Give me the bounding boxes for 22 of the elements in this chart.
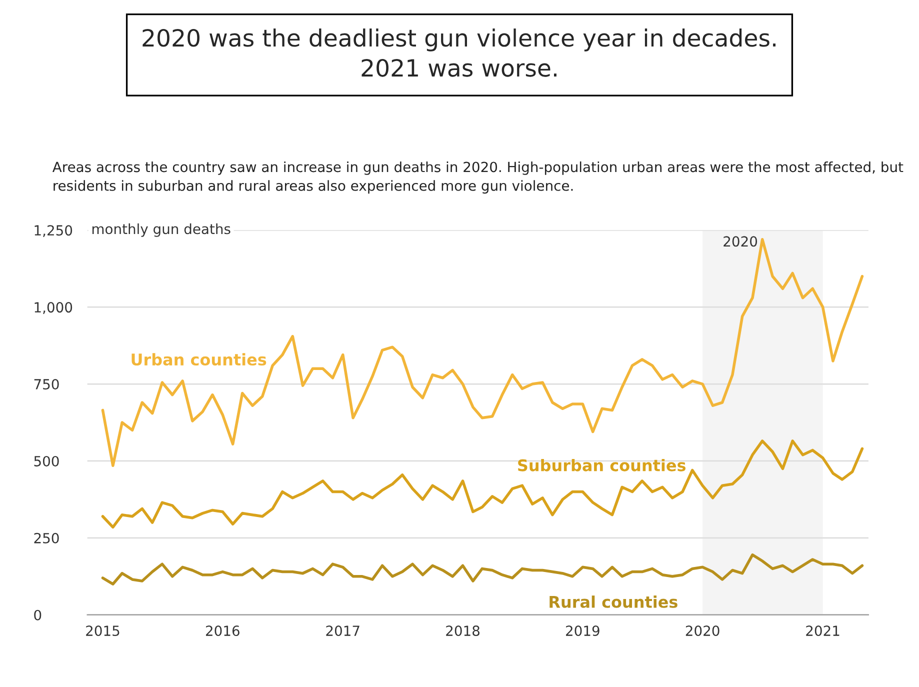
- x-tick-label: 2020: [686, 626, 720, 636]
- line-series: [101, 440, 864, 529]
- x-tick-label: 2016: [206, 626, 240, 636]
- series-label: Suburban counties: [518, 458, 686, 472]
- chart-subtitle: Areas across the country saw an increase in gun deaths in 2020. High-population urban areas were the most affected, but residents in suburban and rural areas also experienced more gun violence.: [52, 161, 904, 194]
- x-tick-label: 2019: [566, 626, 600, 636]
- band-label: 2020: [724, 236, 758, 247]
- x-tick-label: 2018: [446, 626, 480, 636]
- y-tick-label: 500: [34, 456, 59, 466]
- x-tick-label: 2015: [86, 626, 120, 636]
- y-axis-title: monthly gun deaths: [92, 223, 230, 237]
- y-tick-label: 250: [34, 532, 59, 544]
- y-tick-label: 750: [34, 379, 59, 390]
- series-label: Urban counties: [132, 353, 266, 366]
- y-tick-label: 0: [34, 610, 42, 620]
- chart-title: 2020 was the deadliest gun violence year in decades. 2021 was worse.: [142, 28, 776, 77]
- y-tick-label: 1,000: [34, 302, 72, 314]
- series-label: Rural counties: [550, 596, 678, 608]
- x-tick-label: 2021: [806, 626, 840, 636]
- line-series: [101, 553, 864, 586]
- x-tick-label: 2017: [326, 626, 360, 636]
- y-tick-label: 1,250: [34, 225, 72, 238]
